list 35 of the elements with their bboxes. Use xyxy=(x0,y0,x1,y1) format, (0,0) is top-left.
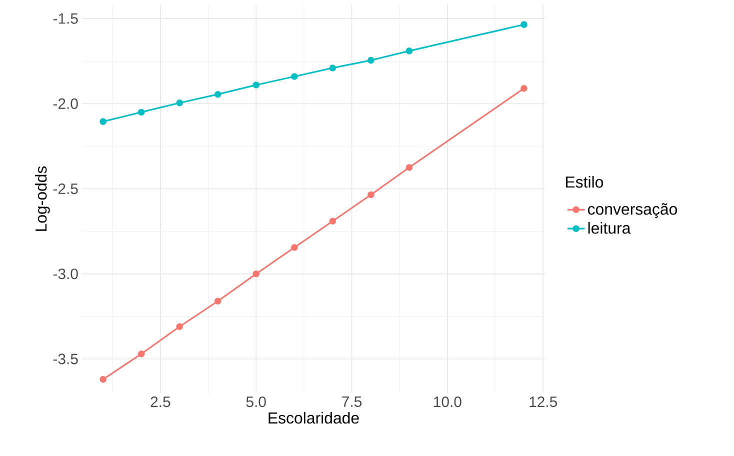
point xyxy=(368,191,374,198)
point xyxy=(406,164,413,171)
x-tick-label: 2.5 xyxy=(150,396,170,408)
point xyxy=(176,99,183,106)
point xyxy=(252,82,260,88)
point xyxy=(368,56,374,64)
point xyxy=(214,90,222,98)
x-tick-label: 7.5 xyxy=(342,396,362,407)
x-tick-label: 10.0 xyxy=(434,396,462,408)
legend-label: leitura xyxy=(588,222,631,234)
point xyxy=(520,84,528,92)
point xyxy=(329,64,336,72)
point xyxy=(252,270,260,278)
y-tick-label: -1.5 xyxy=(53,13,78,24)
y-axis-title: Log-odds xyxy=(35,166,50,231)
point xyxy=(100,118,106,125)
point xyxy=(290,244,298,251)
legend-label: conversação xyxy=(588,203,677,218)
x-tick-label: 12.5 xyxy=(530,396,558,408)
point xyxy=(520,21,528,28)
y-tick-label: -2.5 xyxy=(53,183,78,194)
point xyxy=(100,376,106,383)
point xyxy=(176,323,183,330)
point xyxy=(138,108,145,116)
y-tick-label: -3.0 xyxy=(53,268,78,280)
point xyxy=(290,73,298,80)
point xyxy=(214,298,222,304)
point xyxy=(329,218,336,225)
x-axis-title: Escolaridade xyxy=(268,412,359,424)
y-tick-label: -2.0 xyxy=(53,98,78,109)
point xyxy=(406,48,413,54)
point xyxy=(138,350,145,358)
y-tick-label: -3.5 xyxy=(53,354,78,364)
legend-title: Estilo xyxy=(566,176,604,188)
x-tick-label: 5.0 xyxy=(246,396,266,408)
